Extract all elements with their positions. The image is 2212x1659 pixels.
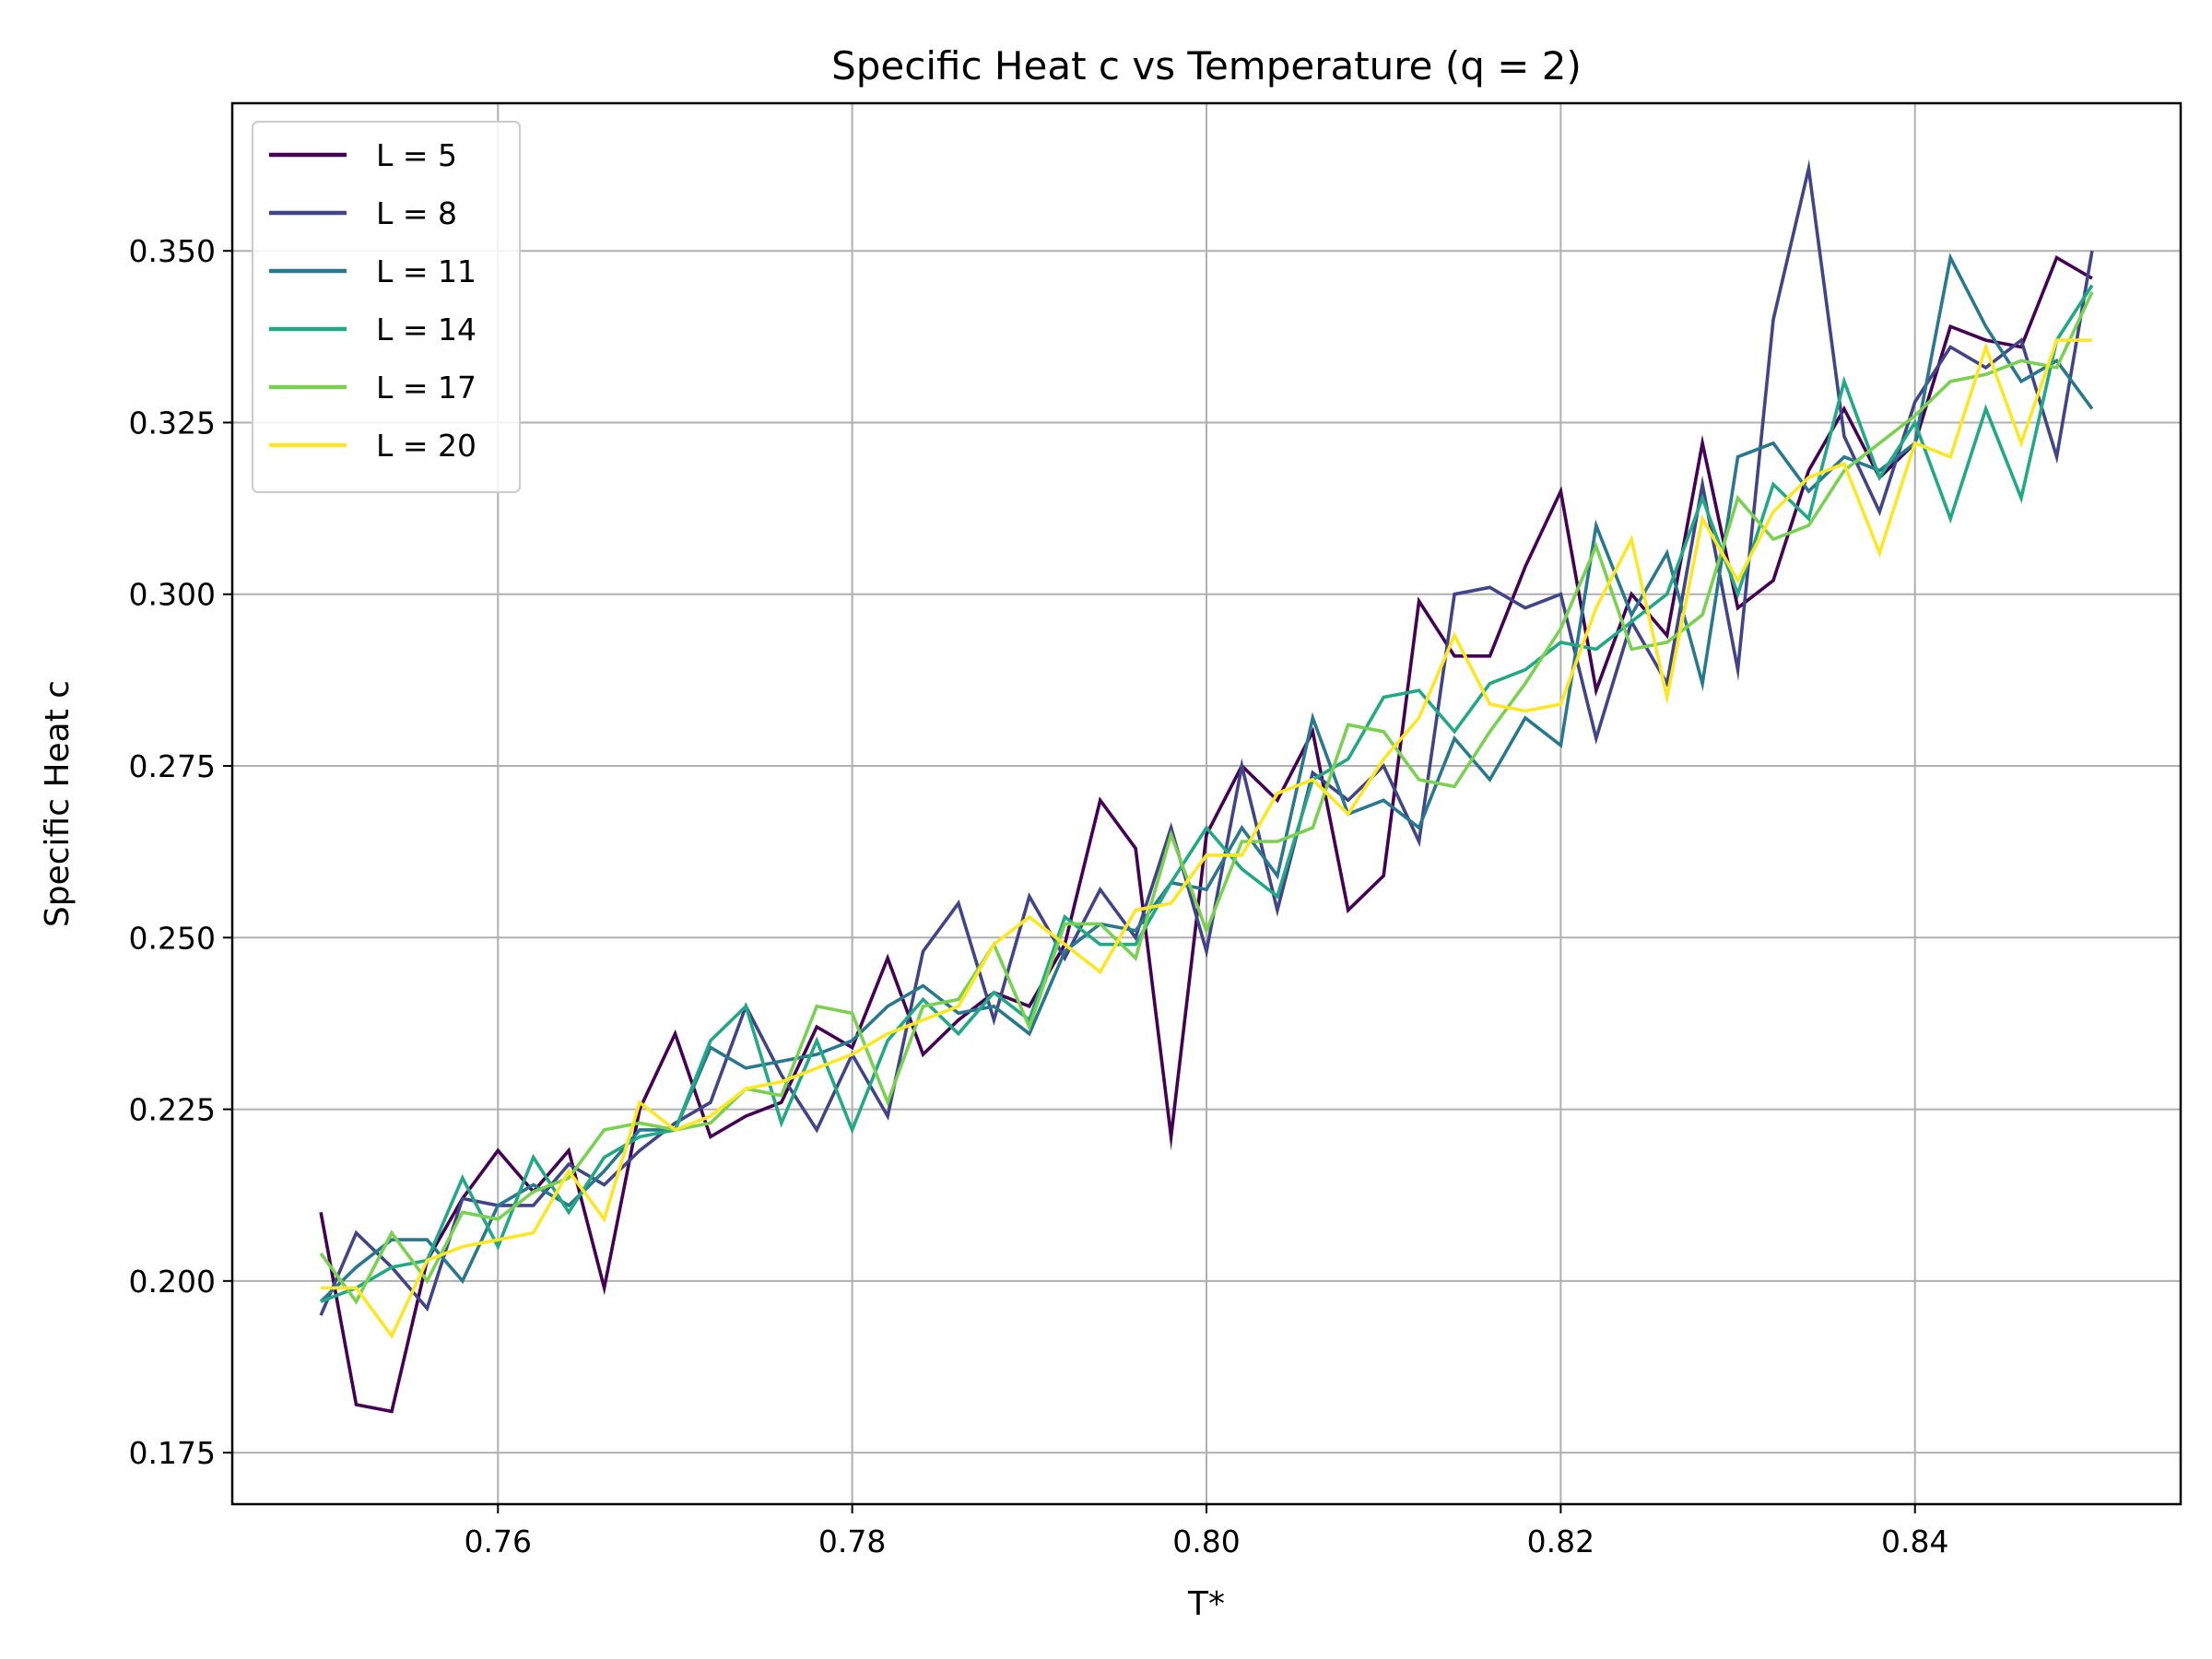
legend: L = 5 L = 8 L = 11 L = 14 L = 17 L = 20 — [252, 121, 521, 493]
series-line-4 — [319, 291, 2094, 1305]
x-axis-label: T* — [1187, 1585, 1225, 1623]
x-tick-label: 0.84 — [1881, 1524, 1948, 1559]
plot-lines — [319, 159, 2094, 1414]
y-tick-label: 0.175 — [129, 1435, 216, 1471]
legend-label: L = 11 — [376, 253, 477, 289]
x-tick-label: 0.80 — [1172, 1524, 1240, 1559]
y-tick-label: 0.350 — [129, 233, 216, 269]
axis-ticks: 0.76 0.78 0.80 0.82 0.84 0.175 0.200 0.225 0.250… — [129, 233, 1949, 1559]
y-axis-label: Specific Heat c — [39, 680, 76, 927]
series-line-2 — [319, 253, 2094, 1303]
y-tick-label: 0.325 — [129, 405, 216, 441]
y-tick-label: 0.200 — [129, 1264, 216, 1300]
x-tick-label: 0.82 — [1527, 1524, 1594, 1559]
legend-label: L = 20 — [376, 428, 477, 464]
series-line-1 — [319, 159, 2094, 1316]
chart-title: Specific Heat c vs Temperature (q = 2) — [831, 43, 1582, 88]
x-tick-label: 0.76 — [465, 1524, 532, 1559]
legend-label: L = 17 — [376, 370, 477, 406]
x-tick-label: 0.78 — [818, 1524, 886, 1559]
y-tick-label: 0.250 — [129, 920, 216, 956]
y-tick-label: 0.225 — [129, 1092, 216, 1128]
legend-label: L = 14 — [376, 312, 477, 347]
legend-label: L = 8 — [376, 195, 457, 231]
grid — [232, 103, 2181, 1504]
y-tick-label: 0.300 — [129, 577, 216, 613]
y-tick-label: 0.275 — [129, 748, 216, 784]
legend-label: L = 5 — [376, 137, 457, 173]
series-line-3 — [320, 284, 2094, 1303]
series-line-5 — [321, 338, 2092, 1340]
